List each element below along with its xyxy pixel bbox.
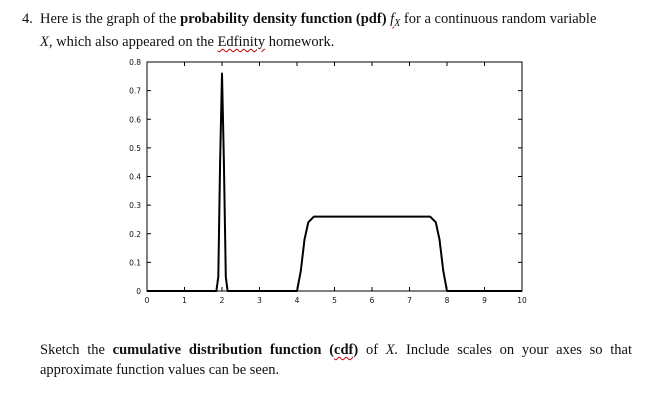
pdf-chart-svg: 0 1 2 3 4 5 6 7 8 9 10 0 0.1 0.2 0.3 0.4 0.5 0.6 0.7 0.8 <box>129 58 527 305</box>
x-tick-label: 6 <box>370 296 375 305</box>
question-line-1: 4. Here is the graph of the probability d… <box>22 10 652 33</box>
x-tick-label: 8 <box>445 296 450 305</box>
x-tick-label: 0 <box>145 296 150 305</box>
x-tick-label: 7 <box>407 296 412 305</box>
question-number: 4. <box>22 11 33 27</box>
var-x: X. <box>385 342 399 358</box>
prompt-part: of <box>365 342 379 358</box>
var-x: X, <box>40 34 53 50</box>
edfinity-link-text: Edfinity <box>217 34 266 50</box>
f-subscript: X <box>394 18 401 29</box>
question-text-part: Here is the graph of the <box>40 11 177 27</box>
f-symbol-letter: f <box>390 11 395 27</box>
question-line-2: X, which also appeared on the Edfinity h… <box>22 33 652 52</box>
y-tick-label: 0.1 <box>129 258 141 267</box>
prompt-part: Sketch the <box>40 342 105 358</box>
prompt-part: Include scales on your axes so that appr… <box>40 342 632 378</box>
cdf-abbrev: cdf <box>334 342 354 358</box>
x-tick-label: 1 <box>182 296 187 305</box>
cdf-term-text: cumulative distribution function ( <box>112 342 335 358</box>
y-tick-label: 0.2 <box>129 230 141 239</box>
x-tick-label: 4 <box>295 296 300 305</box>
x-tick-label: 5 <box>332 296 337 305</box>
question-text-part: homework. <box>268 34 335 50</box>
x-tick-label: 10 <box>517 296 527 305</box>
cdf-term-close: ) <box>353 342 359 358</box>
y-tick-label: 0 <box>136 287 141 296</box>
y-tick-label: 0.3 <box>129 201 141 210</box>
y-tick-label: 0.6 <box>129 115 141 124</box>
y-tick-label: 0.8 <box>129 58 141 67</box>
question-text: 4. Here is the graph of the probability d… <box>22 10 652 52</box>
x-tick-label: 2 <box>220 296 225 305</box>
x-tick-label: 9 <box>482 296 487 305</box>
pdf-term: probability density function (pdf) <box>180 11 387 27</box>
pdf-chart: 0 1 2 3 4 5 6 7 8 9 10 0 0.1 0.2 0.3 0.4 0.5 0.6 0.7 0.8 <box>110 55 535 314</box>
plot-frame <box>146 61 523 292</box>
f-symbol: fX <box>390 11 401 29</box>
question-text-part: which also appeared on the <box>56 34 214 50</box>
cdf-term: cumulative distribution function (cdf) <box>113 342 359 358</box>
y-tick-label: 0.4 <box>129 173 141 182</box>
y-tick-label: 0.5 <box>129 144 141 153</box>
y-tick-label: 0.7 <box>129 87 141 96</box>
x-tick-label: 3 <box>257 296 262 305</box>
instruction-text: Sketch the cumulative distribution funct… <box>40 340 632 380</box>
question-text-part: for a continuous random variable <box>403 11 597 27</box>
pdf-curve <box>147 72 522 292</box>
